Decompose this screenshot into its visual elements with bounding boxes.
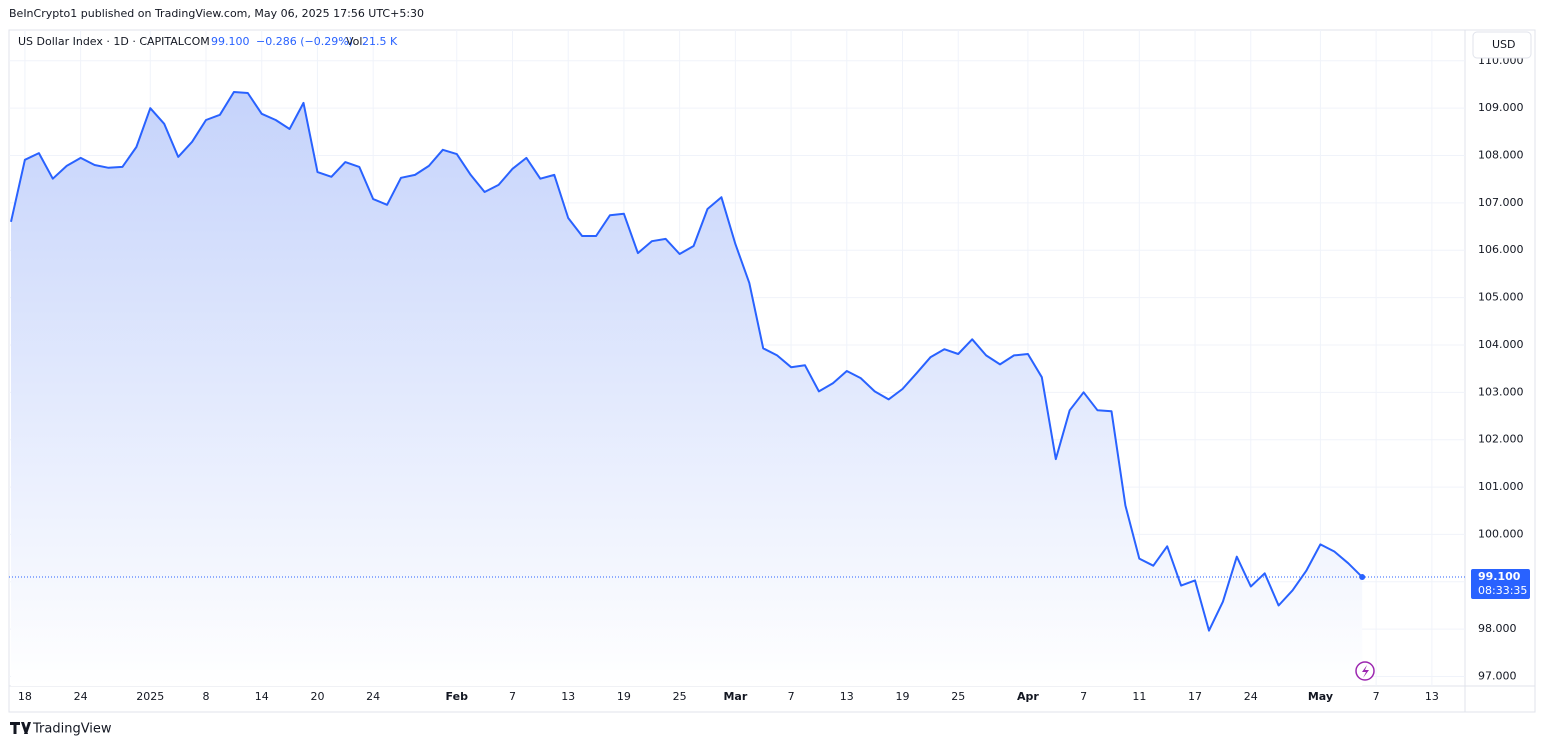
- y-tick-label: 105.000: [1478, 291, 1524, 304]
- x-tick-label: 24: [74, 690, 88, 703]
- last-point: [1359, 574, 1366, 581]
- x-tick-label: 11: [1132, 690, 1146, 703]
- line: [10, 91, 1363, 632]
- last-price: 99.100: [211, 35, 250, 48]
- x-tick-label: 17: [1188, 690, 1202, 703]
- x-tick-label: Apr: [1017, 690, 1039, 703]
- price-label-box: [1471, 569, 1530, 600]
- currency[interactable]: USD: [1492, 38, 1516, 51]
- tv-logo: [10, 722, 31, 734]
- published-note: BeInCrypto1 published on TradingView.com…: [9, 7, 424, 20]
- plot: [9, 91, 1465, 686]
- y-tick-label: 101.000: [1478, 480, 1524, 493]
- price-label: 99.100: [1478, 570, 1521, 583]
- lightning: [1362, 665, 1369, 678]
- brand: TradingView: [32, 722, 112, 737]
- frame: [8, 29, 1536, 713]
- x-tick-label: 13: [840, 690, 854, 703]
- x-tick-label: 7: [509, 690, 516, 703]
- x-tick-label: 24: [1244, 690, 1258, 703]
- symbol: US Dollar Index · 1D · CAPITALCOM: [18, 35, 210, 48]
- vol-label: Vol: [346, 35, 362, 48]
- y-tick-label: 102.000: [1478, 433, 1524, 446]
- y-tick-label: 98.000: [1478, 622, 1517, 635]
- x-tick-label: 7: [1080, 690, 1087, 703]
- x-tick-label: 13: [561, 690, 575, 703]
- x-tick-label: 25: [673, 690, 687, 703]
- x-tick-label: 25: [951, 690, 965, 703]
- x-tick-label: 18: [18, 690, 32, 703]
- x-tick-label: 2025: [136, 690, 164, 703]
- x-tick-label: 19: [896, 690, 910, 703]
- y-tick-label: 103.000: [1478, 385, 1524, 398]
- y-tick-label: 106.000: [1478, 243, 1524, 256]
- x-tick-label: Feb: [446, 690, 469, 703]
- x-tick-label: May: [1308, 690, 1333, 703]
- x-tick-label: 13: [1425, 690, 1439, 703]
- x-tick-label: 19: [617, 690, 631, 703]
- y-tick-label: 108.000: [1478, 149, 1524, 162]
- countdown: 08:33:35: [1478, 584, 1527, 597]
- y-tick-label: 97.000: [1478, 670, 1517, 683]
- x-tick-label: 7: [1373, 690, 1380, 703]
- x-tick-label: 24: [366, 690, 380, 703]
- y-tick-label: 100.000: [1478, 527, 1524, 540]
- y-tick-label: 104.000: [1478, 338, 1524, 351]
- x-tick-label: 14: [255, 690, 269, 703]
- x-tick-label: Mar: [723, 690, 747, 703]
- change: −0.286 (−0.29%): [256, 35, 353, 48]
- currency-button[interactable]: [1472, 31, 1532, 59]
- x-tick-label: 7: [788, 690, 795, 703]
- y-tick-label: 107.000: [1478, 196, 1524, 209]
- area: [11, 92, 1363, 686]
- x-tick-label: 20: [310, 690, 324, 703]
- vol: 21.5 K: [362, 35, 398, 48]
- axes: 97.00098.00099.000100.000101.000102.0001…: [18, 54, 1530, 703]
- x-tick-label: 8: [203, 690, 210, 703]
- y-tick-label: 109.000: [1478, 101, 1524, 114]
